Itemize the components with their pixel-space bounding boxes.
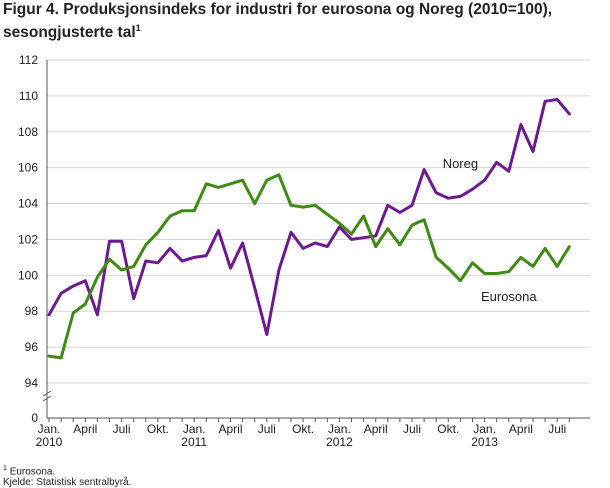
chart-title-line-1: Figur 4. Produksjonsindeks for industri … [3,1,553,18]
x-tick-label-4: Jan. [183,422,206,436]
footnotes: 1 Eurosona. Kjelde: Statistisk sentralby… [3,463,131,488]
y-tick-label-102: 102 [18,232,38,246]
x-tick-label-7: Okt. [292,422,314,436]
series-label-eurosona: Eurosona [481,289,537,304]
chart-title: Figur 4. Produksjonsindeks for industri … [3,1,603,42]
footnote-marker-1: 1 [3,465,7,472]
source-note: Kjelde: Statistisk sentralbyrå. [3,477,132,488]
y-tick-label-100: 100 [18,268,38,282]
chart-title-line-2-text: sesongjusterte tal [3,24,136,42]
y-tick-label-94: 94 [25,376,39,390]
chart-title-line-2: sesongjusterte tal1 [3,19,603,42]
x-tick-year-2010: 2010 [36,435,63,449]
x-tick-label-2: Juli [113,422,131,436]
y-tick-label-110: 110 [19,89,38,103]
series-label-noreg: Noreg [443,156,478,171]
y-tick-label-0: 0 [31,411,38,425]
footnote-text: Eurosona. [9,466,56,478]
x-tick-year-2011: 2011 [181,435,207,449]
y-tick-label-104: 104 [18,197,38,211]
x-tick-label-12: Jan. [473,422,496,436]
footnote-eurosona: 1 Eurosona. [3,463,131,477]
x-tick-label-14: Juli [548,422,566,436]
x-tick-label-8: Jan. [328,422,351,436]
y-tick-label-108: 108 [18,125,38,139]
x-tick-label-10: Juli [403,422,421,436]
x-tick-label-9: April [364,422,388,436]
x-tick-year-2012: 2012 [326,435,353,449]
footnote-marker: 1 [135,23,141,33]
series-line-eurosona [47,173,571,360]
y-tick-label-98: 98 [25,304,39,318]
x-tick-label-3: Okt. [147,422,169,436]
y-tick-label-106: 106 [18,161,38,175]
x-tick-label-6: Juli [258,422,276,436]
x-tick-label-1: April [73,422,97,436]
x-tick-label-5: April [218,422,242,436]
x-tick-year-2013: 2013 [471,435,498,449]
y-tick-label-96: 96 [25,340,39,354]
x-tick-label-13: April [509,422,533,436]
y-tick-label-112: 112 [19,53,38,67]
x-tick-label-0: Jan. [38,422,61,436]
x-tick-label-11: Okt. [437,422,459,436]
series-line-noreg [47,98,571,336]
